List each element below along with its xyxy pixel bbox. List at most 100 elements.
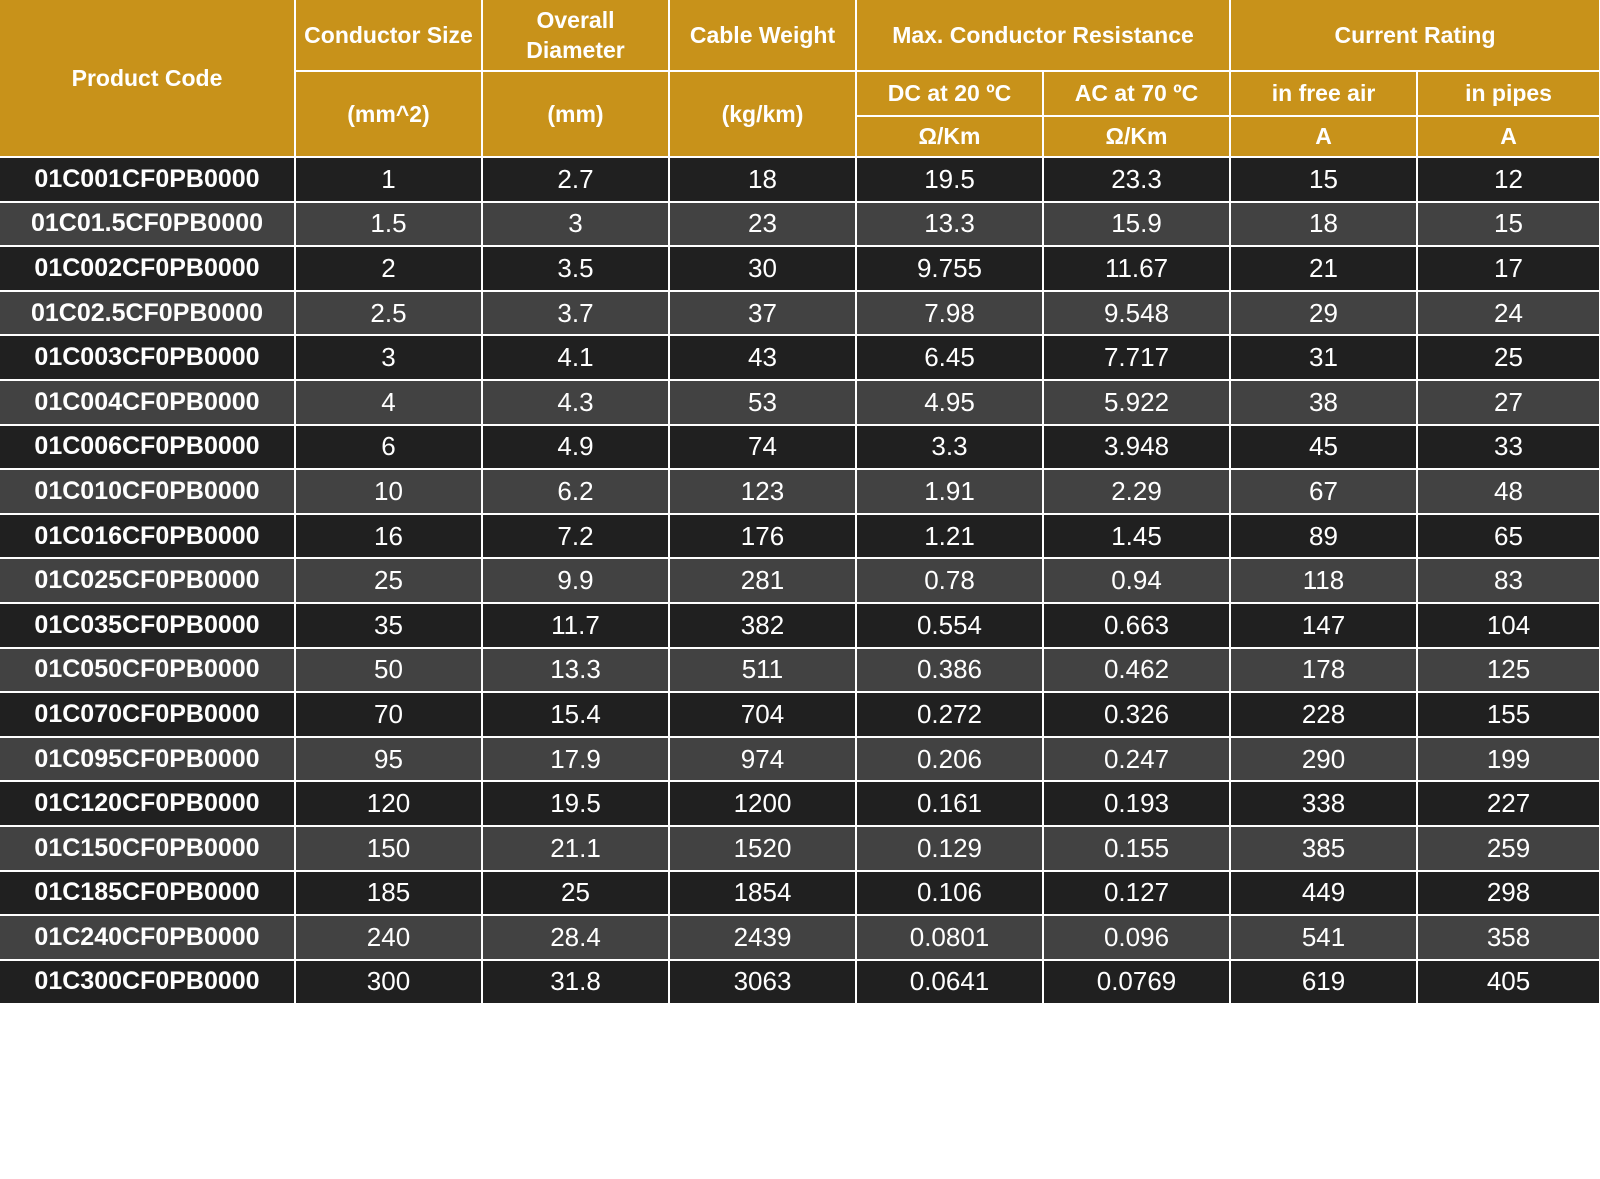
table-cell: 385 [1229,824,1419,872]
table-cell: 89 [1229,512,1419,560]
table-cell: 7.2 [481,512,670,560]
header-cell: AC at 70 ºC [1041,70,1232,117]
table-cell: 281 [668,557,857,604]
table-cell: 83 [1416,557,1600,604]
header-cell: Ω/Km [856,115,1044,158]
table-row: 01C01.5CF0PB0000 1.5 3 23 13.3 15.9 18 15 [0,200,1600,248]
table-cell: 4.3 [481,378,670,426]
table-cell: 9.9 [481,557,670,604]
table-cell: 227 [1416,780,1600,827]
product-code: 01C240CF0PB0000 [0,914,296,961]
table-cell: 4.95 [855,378,1044,426]
table-cell: 17.9 [481,735,670,783]
table-cell: 0.272 [855,691,1044,738]
table-cell: 619 [1229,958,1419,1006]
header-cell: DC at 20 ºC [855,70,1044,117]
table-cell: 23.3 [1041,156,1232,203]
table-row: 01C240CF0PB0000 240 28.4 2439 0.0801 0.096 541… [0,914,1600,961]
table-cell: 15.4 [481,691,670,738]
table-cell: 25 [294,557,483,604]
product-code: 01C004CF0PB0000 [0,378,296,426]
table-cell: 0.247 [1041,735,1232,783]
table-cell: 0.127 [1041,869,1232,917]
table-cell: 1.45 [1041,512,1232,560]
table-cell: 28.4 [481,914,670,961]
table-cell: 25 [1416,334,1600,381]
table-cell: 35 [294,601,483,649]
header-cell: A [1416,115,1600,158]
header-cell: (mm^2) [295,70,483,158]
table-cell: 0.326 [1041,691,1232,738]
table-cell: 147 [1229,601,1419,649]
table-cell: 21 [1229,245,1419,292]
header-cell: A [1229,115,1419,158]
table-cell: 19.5 [481,780,670,827]
table-cell: 0.554 [855,601,1044,649]
table-cell: 125 [1416,646,1600,694]
table-cell: 298 [1416,869,1600,917]
table-row: 01C025CF0PB0000 25 9.9 281 0.78 0.94 118 83 [0,557,1600,604]
product-code: 01C120CF0PB0000 [0,780,296,827]
table-cell: 358 [1416,914,1600,961]
table-cell: 3.948 [1041,423,1232,471]
table-cell: 3.7 [481,289,670,337]
table-cell: 3063 [668,958,857,1006]
table-cell: 240 [294,914,483,961]
table-cell: 0.106 [855,869,1044,917]
product-code: 01C035CF0PB0000 [0,601,296,649]
header-cell: Product Code [0,0,296,158]
header-cell: Current Rating [1229,0,1600,72]
table-cell: 3.3 [855,423,1044,471]
product-code: 01C002CF0PB0000 [0,245,296,292]
table-cell: 70 [294,691,483,738]
table-cell: 0.462 [1041,646,1232,694]
table-cell: 1200 [668,780,857,827]
table-cell: 11.7 [481,601,670,649]
table-cell: 300 [294,958,483,1006]
product-code: 01C095CF0PB0000 [0,735,296,783]
table-cell: 0.78 [855,557,1044,604]
product-code: 01C300CF0PB0000 [0,958,296,1006]
header-cell: Overall Diameter [481,0,670,72]
table-row: 01C150CF0PB0000 150 21.1 1520 0.129 0.155 385 2… [0,824,1600,872]
table-cell: 31.8 [481,958,670,1006]
header-cell: Max. Conductor Resistance [854,0,1232,72]
table-cell: 3 [294,334,483,381]
table-cell: 30 [668,245,857,292]
table-cell: 12 [1416,156,1600,203]
table-cell: 0.386 [855,646,1044,694]
table-row: 01C035CF0PB0000 35 11.7 382 0.554 0.663 147 104 [0,601,1600,649]
table-cell: 1854 [668,869,857,917]
table-cell: 0.096 [1041,914,1232,961]
table-row: 01C001CF0PB0000 1 2.7 18 19.5 23.3 15 12 [0,156,1600,203]
table-cell: 18 [1229,200,1419,248]
table-cell: 13.3 [855,200,1044,248]
product-code: 01C185CF0PB0000 [0,869,296,917]
table-cell: 2.5 [294,289,483,337]
table-cell: 48 [1416,468,1600,515]
table-cell: 2 [294,245,483,292]
table-cell: 0.0641 [855,958,1044,1006]
table-cell: 123 [668,468,857,515]
table-cell: 4.9 [481,423,670,471]
table-cell: 65 [1416,512,1600,560]
table-cell: 199 [1416,735,1600,783]
table-cell: 19.5 [855,156,1044,203]
product-code: 01C02.5CF0PB0000 [0,289,296,337]
table-row: 01C004CF0PB0000 4 4.3 53 4.95 5.922 38 27 [0,378,1600,426]
table-cell: 23 [668,200,857,248]
table-cell: 33 [1416,423,1600,471]
table-cell: 511 [668,646,857,694]
product-code: 01C006CF0PB0000 [0,423,296,471]
table-cell: 1520 [668,824,857,872]
table-cell: 0.161 [855,780,1044,827]
table-cell: 18 [668,156,857,203]
table-cell: 1.5 [294,200,483,248]
table-cell: 15 [1416,200,1600,248]
table-cell: 259 [1416,824,1600,872]
table-cell: 0.129 [855,824,1044,872]
table-cell: 11.67 [1041,245,1232,292]
table-cell: 21.1 [481,824,670,872]
table-cell: 382 [668,601,857,649]
